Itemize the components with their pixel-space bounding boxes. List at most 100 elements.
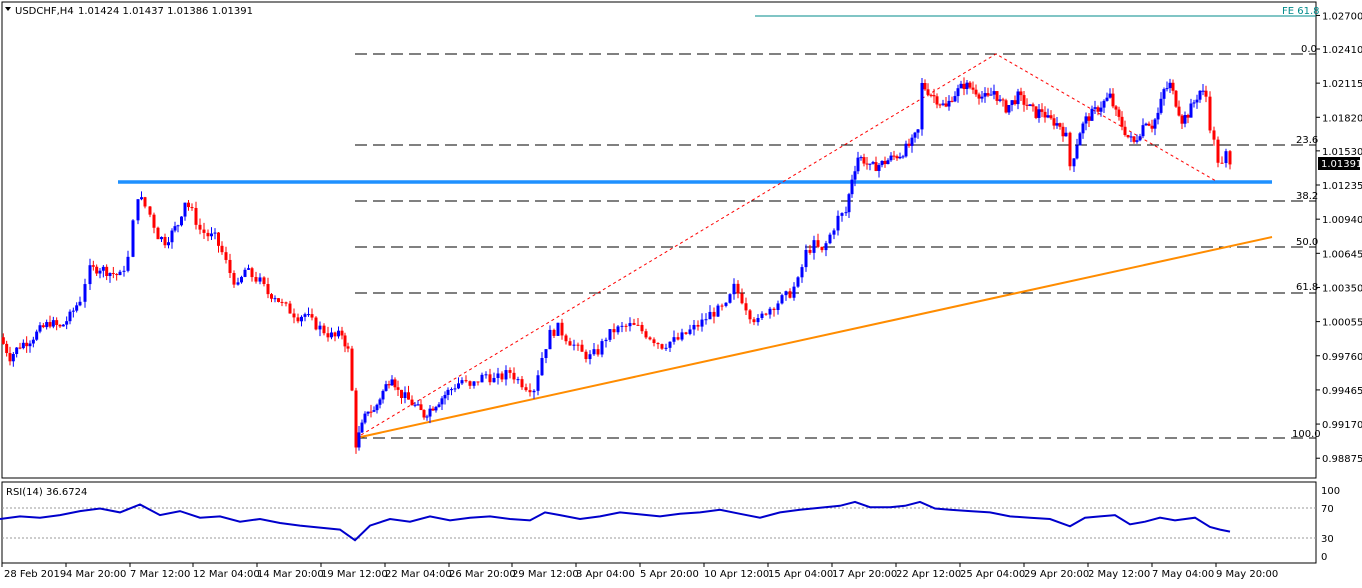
fib-label-fe: FE 61.8 bbox=[1282, 6, 1320, 17]
price-tick-label: 0.99170 bbox=[1322, 420, 1362, 431]
candle-body bbox=[450, 389, 453, 391]
candle-body bbox=[904, 143, 908, 157]
candle-body bbox=[372, 410, 376, 412]
candle-body bbox=[1111, 93, 1115, 107]
candle-body bbox=[576, 344, 580, 346]
candle-body bbox=[322, 325, 326, 334]
candle-body bbox=[941, 103, 945, 105]
candle-body bbox=[732, 283, 736, 295]
candle-body bbox=[953, 96, 957, 102]
candle-body bbox=[1192, 102, 1196, 104]
candle-body bbox=[176, 225, 180, 227]
candle-body bbox=[262, 277, 266, 285]
price-tick-label: 1.02410 bbox=[1322, 45, 1362, 56]
time-tick-label: 19 Mar 12:00 bbox=[321, 569, 388, 580]
candle-body bbox=[1208, 96, 1212, 131]
candle-body bbox=[413, 404, 417, 406]
candle-body bbox=[874, 162, 878, 171]
candle-body bbox=[111, 273, 115, 275]
candle-body bbox=[11, 353, 15, 362]
ohlc-label: 1.01424 1.01437 1.01386 1.01391 bbox=[78, 6, 253, 17]
candle-body bbox=[572, 344, 576, 346]
candle-body bbox=[258, 277, 262, 282]
candle-body bbox=[676, 337, 680, 340]
time-tick-label: 29 Mar 12:00 bbox=[512, 569, 579, 580]
price-tick-label: 0.98875 bbox=[1322, 454, 1362, 465]
candle-body bbox=[460, 380, 464, 384]
candle-body bbox=[980, 96, 984, 99]
candle-body bbox=[1034, 106, 1038, 118]
candle-body bbox=[812, 240, 816, 253]
candle-body bbox=[916, 129, 920, 133]
candle-body bbox=[524, 387, 528, 391]
candle-body bbox=[808, 249, 812, 253]
candle-body bbox=[156, 227, 160, 240]
candle-body bbox=[457, 383, 460, 389]
candle-body bbox=[1093, 107, 1097, 109]
candle-body bbox=[883, 160, 887, 165]
candle-body bbox=[303, 314, 307, 317]
candle-body bbox=[1183, 115, 1187, 124]
candle-body bbox=[1099, 107, 1103, 112]
candle-body bbox=[1195, 99, 1199, 103]
candle-body bbox=[419, 404, 423, 411]
candle-body bbox=[944, 103, 948, 107]
candle-body bbox=[41, 325, 45, 328]
candle-body bbox=[1171, 82, 1175, 91]
candle-body bbox=[1147, 123, 1151, 126]
time-tick-label: 3 Apr 04:00 bbox=[576, 569, 635, 580]
candle-body bbox=[1087, 116, 1091, 121]
candle-body bbox=[88, 265, 92, 285]
candle-body bbox=[520, 379, 524, 388]
candle-body bbox=[560, 322, 564, 336]
candle-body bbox=[850, 179, 854, 195]
fib-label-23-6: 23.6 bbox=[1296, 135, 1318, 146]
candle-body bbox=[898, 156, 902, 159]
price-tick-label: 1.02700 bbox=[1322, 11, 1362, 22]
candle-body bbox=[48, 322, 52, 327]
candle-body bbox=[163, 236, 167, 246]
candle-body bbox=[71, 310, 75, 312]
candle-body bbox=[277, 298, 280, 302]
candle-body bbox=[240, 276, 243, 283]
candle-body bbox=[232, 272, 236, 285]
candle-body bbox=[588, 354, 592, 360]
candle-body bbox=[1162, 89, 1166, 99]
price-tick-label: 1.00350 bbox=[1322, 283, 1362, 294]
candle-body bbox=[173, 226, 177, 231]
candle-body bbox=[871, 162, 875, 164]
candle-body bbox=[15, 347, 19, 354]
candle-body bbox=[384, 384, 388, 391]
candle-body bbox=[183, 202, 187, 217]
candle-body bbox=[820, 246, 824, 251]
candle-body bbox=[1013, 100, 1017, 105]
header-dropdown-icon[interactable] bbox=[5, 7, 11, 11]
candle-body bbox=[300, 316, 303, 322]
candle-body bbox=[624, 325, 628, 327]
candle-body bbox=[360, 422, 364, 433]
candle-body bbox=[910, 137, 914, 146]
candle-body bbox=[140, 197, 143, 200]
candle-body bbox=[350, 348, 354, 391]
candle-body bbox=[652, 339, 656, 344]
candle-body bbox=[804, 249, 808, 268]
candle-body bbox=[784, 291, 788, 296]
candle-body bbox=[816, 240, 820, 247]
candle-body bbox=[210, 233, 213, 237]
candle-body bbox=[437, 404, 441, 407]
candle-body bbox=[616, 326, 620, 333]
rising-trendline[interactable] bbox=[355, 236, 1273, 439]
candle-body bbox=[584, 351, 588, 360]
candle-body bbox=[390, 379, 394, 386]
candle-body bbox=[472, 381, 476, 386]
candle-body bbox=[1046, 115, 1050, 118]
candle-body bbox=[700, 319, 704, 327]
candle-body bbox=[95, 266, 99, 274]
candle-body bbox=[680, 332, 684, 340]
candle-body bbox=[540, 358, 544, 376]
price-tick-label: 1.00645 bbox=[1322, 249, 1362, 260]
candle-body bbox=[1037, 109, 1041, 118]
candle-body bbox=[1228, 151, 1232, 165]
candle-body bbox=[995, 91, 999, 101]
